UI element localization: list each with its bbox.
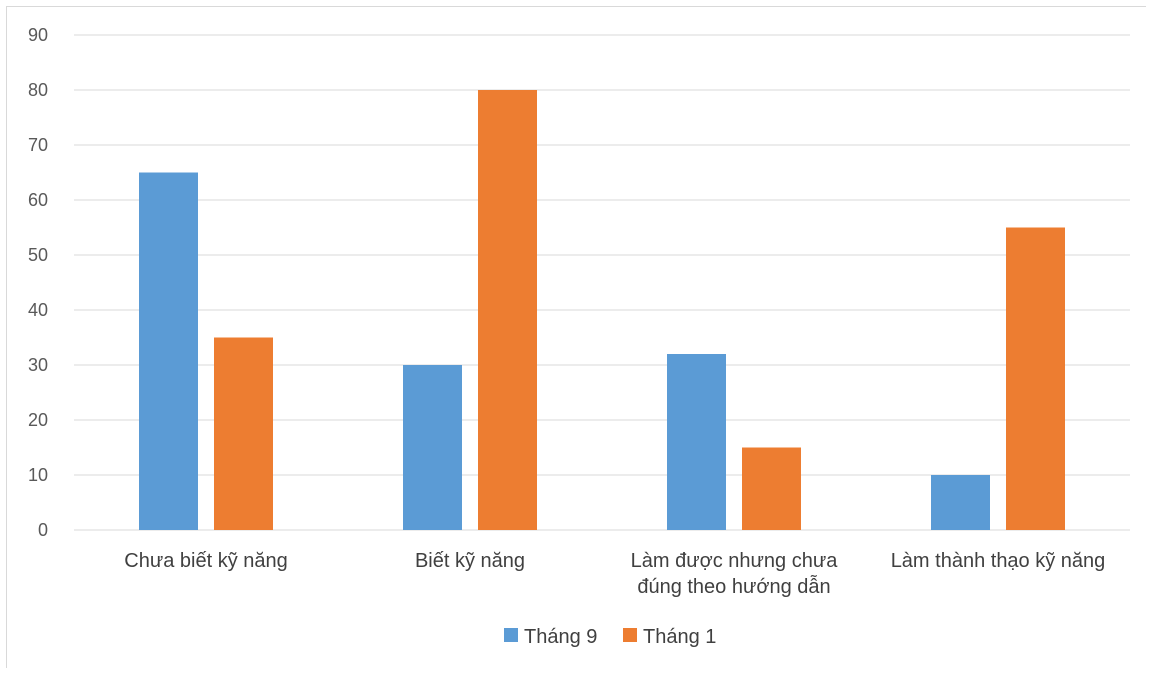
y-tick-label-60: 60 (28, 190, 48, 210)
chart-frame (6, 6, 1146, 668)
x-axis: Chưa biết kỹ năng Biết kỹ năng Làm được nh… (124, 550, 1105, 598)
legend-swatch-thang-9 (504, 628, 518, 642)
y-tick-label-20: 20 (28, 410, 48, 430)
bar-thang-9-cat-0 (139, 172, 198, 530)
bars (139, 90, 1065, 530)
legend: Tháng 9 Tháng 1 (504, 626, 716, 648)
y-tick-label-90: 90 (28, 25, 48, 45)
y-tick-label-0: 0 (38, 520, 48, 540)
legend-label-thang-1: Tháng 1 (643, 626, 716, 648)
x-category-label-2-line-1: đúng theo hướng dẫn (637, 575, 830, 598)
x-category-label-1: Biết kỹ năng (415, 550, 525, 572)
y-axis: 0 10 20 30 40 50 60 70 80 90 (28, 25, 48, 540)
bar-thang-9-cat-2 (667, 354, 726, 530)
x-category-label-0: Chưa biết kỹ năng (124, 550, 288, 572)
y-tick-label-40: 40 (28, 300, 48, 320)
bar-thang-9-cat-1 (403, 365, 462, 530)
bar-thang-1-cat-1 (478, 90, 537, 530)
legend-label-thang-9: Tháng 9 (524, 626, 597, 648)
y-tick-label-70: 70 (28, 135, 48, 155)
x-category-label-3: Làm thành thạo kỹ năng (891, 550, 1106, 572)
y-tick-label-30: 30 (28, 355, 48, 375)
bar-thang-9-cat-3 (931, 475, 990, 530)
y-tick-label-80: 80 (28, 80, 48, 100)
bar-thang-1-cat-0 (214, 337, 273, 530)
y-tick-label-10: 10 (28, 465, 48, 485)
bar-thang-1-cat-3 (1006, 227, 1065, 530)
gridlines (74, 34, 1130, 531)
x-category-label-2-line-0: Làm được nhưng chưa (631, 550, 839, 572)
bar-thang-1-cat-2 (742, 447, 801, 530)
legend-swatch-thang-1 (623, 628, 637, 642)
y-tick-label-50: 50 (28, 245, 48, 265)
